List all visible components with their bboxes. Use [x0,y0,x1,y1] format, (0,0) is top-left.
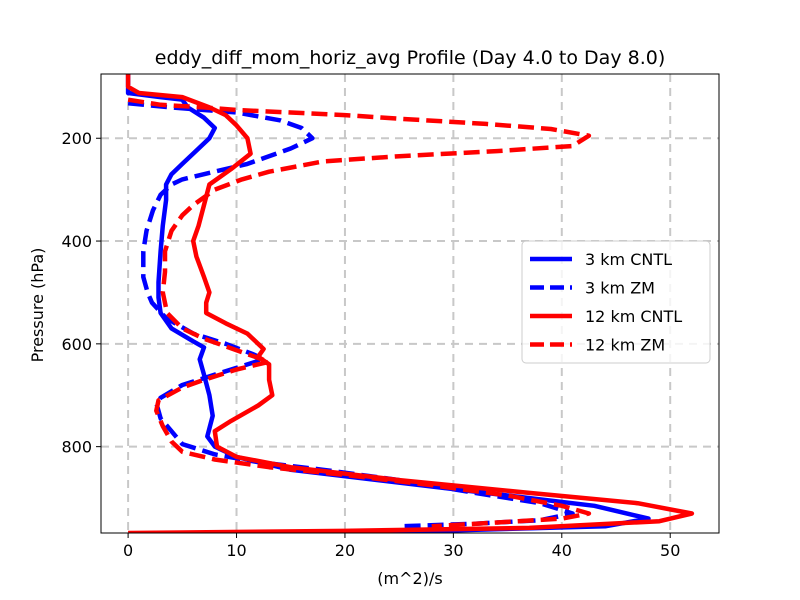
x-tick-label: 50 [660,541,680,560]
x-axis-title: (m^2)/s [377,569,442,588]
plot-frame [100,73,720,534]
legend-box [521,240,711,364]
series-line-12-km-zm [127,97,592,529]
legend-label: 12 km CNTL [585,307,682,326]
y-tick-label: 600 [61,335,92,354]
series-line-3-km-cntl [125,74,651,533]
y-tick-label: 200 [61,129,92,148]
series-layer [125,74,695,533]
legend-label: 3 km ZM [585,279,655,298]
x-tick-label: 40 [552,541,572,560]
x-tick-label: 30 [443,541,463,560]
chart-title: eddy_diff_mom_horiz_avg Profile (Day 4.0… [155,47,666,69]
legend-label: 3 km CNTL [585,250,672,269]
series-line-3-km-zm [127,101,575,529]
x-axis: 0 10 20 30 40 50 [123,533,680,560]
legend-label: 12 km ZM [585,336,665,355]
series-line-12-km-cntl [125,74,695,533]
x-tick-label: 20 [335,541,355,560]
x-tick-label: 0 [123,541,133,560]
y-axis-title: Pressure (hPa) [28,248,47,363]
y-axis: 200 400 600 800 [61,129,101,457]
x-tick-label: 10 [226,541,246,560]
y-tick-label: 800 [61,438,92,457]
legend: 3 km CNTL 3 km ZM 12 km CNTL 12 km ZM [521,240,711,364]
y-tick-label: 400 [61,232,92,251]
